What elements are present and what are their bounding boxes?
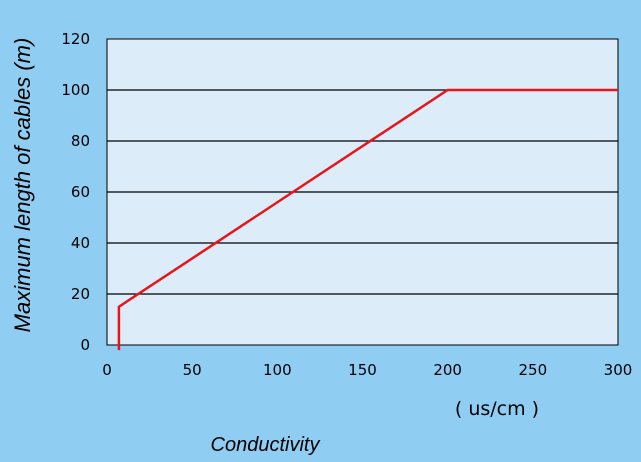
- y-tick-label-60: 60: [71, 183, 90, 201]
- y-tick-label-40: 40: [71, 234, 90, 252]
- y-tick-label-120: 120: [61, 30, 90, 48]
- y-tick-labels: 0 20 40 60 80 100 120: [61, 30, 90, 354]
- y-tick-label-80: 80: [71, 132, 90, 150]
- x-tick-label-250: 250: [519, 361, 548, 379]
- x-axis-unit: ( us/cm ): [455, 398, 539, 420]
- x-tick-label-300: 300: [604, 361, 633, 379]
- y-tick-label-100: 100: [61, 81, 90, 99]
- series-line-0: [117, 88, 618, 351]
- x-tick-label-0: 0: [102, 361, 112, 379]
- y-tick-label-20: 20: [71, 285, 90, 303]
- x-tick-label-100: 100: [263, 361, 292, 379]
- x-tick-label-150: 150: [348, 361, 377, 379]
- series-layer: [117, 88, 618, 351]
- y-axis-label: Maximum length of cables (m): [10, 38, 35, 333]
- x-tick-label-50: 50: [183, 361, 202, 379]
- y-tick-label-0: 0: [80, 336, 90, 354]
- x-axis-label: Conductivity: [211, 434, 321, 456]
- x-tick-label-200: 200: [433, 361, 462, 379]
- x-tick-labels: 0 50 100 150 200 250 300: [102, 361, 632, 379]
